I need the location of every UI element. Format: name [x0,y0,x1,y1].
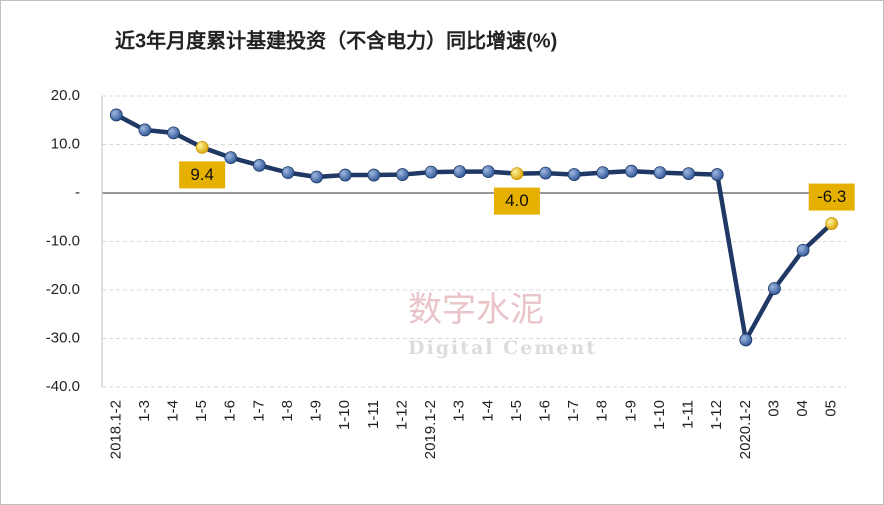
marker [252,158,266,172]
y-tick-label: -20.0 [46,281,80,298]
marker [768,282,781,295]
x-tick-label: 1-12 [393,400,410,430]
data-label: 4.0 [505,191,529,210]
marker [510,167,524,181]
label-box [179,161,226,189]
x-tick-label: 1-7 [565,400,582,422]
x-tick-label: 1-8 [279,400,296,422]
y-tick-label: 10.0 [51,135,80,152]
marker [453,165,467,179]
marker [109,108,123,122]
y-tick-label: - [75,184,80,201]
x-tick-label: 1-11 [365,400,382,429]
marker [596,166,610,180]
data-label: -6.3 [817,187,846,206]
x-tick-label: 2019.1-2 [422,400,439,459]
marker [424,165,438,179]
marker [825,217,839,230]
x-tick-label: 1-8 [594,400,611,422]
y-tick-label: 20.0 [51,87,80,104]
watermark-subtitle: Digital Cement [408,337,597,359]
x-tick-label: 1-10 [336,400,353,430]
marker [682,167,696,181]
marker [710,168,724,181]
y-tick-label: -40.0 [46,378,80,395]
marker [481,165,495,179]
x-tick-label: 1-5 [508,400,525,422]
x-tick-label: 1-6 [222,400,239,422]
x-tick-label: 05 [823,400,840,417]
y-tick-label: -30.0 [46,329,80,346]
y-tick-label: -10.0 [46,232,80,249]
x-tick-label: 04 [794,400,811,417]
x-tick-label: 1-9 [622,400,639,422]
marker [796,243,810,257]
marker [281,166,295,180]
marker [396,168,409,181]
watermark: 数字水泥 [408,290,544,330]
x-tick-label: 2020.1-2 [737,400,754,459]
marker [624,164,638,178]
x-tick-label: 1-3 [451,400,468,422]
label-box [493,187,540,215]
chart-title: 近3年月度累计基建投资（不含电力）同比增速(%) [115,28,557,52]
marker [539,166,552,180]
label-box [808,183,855,211]
x-tick-label: 1-9 [308,400,325,422]
x-tick-label: 1-12 [708,400,725,430]
marker [367,168,381,182]
x-tick-label: 1-4 [165,400,182,422]
x-tick-label: 1-11 [680,400,697,429]
x-tick-label: 03 [765,400,782,417]
x-tick-label: 1-6 [537,400,554,422]
data-label: 9.4 [190,165,214,184]
x-tick-label: 2018.1-2 [107,400,124,459]
marker [567,168,581,181]
x-tick-label: 1-4 [479,400,496,422]
marker [739,333,753,347]
marker [138,123,152,137]
marker [310,170,324,184]
x-tick-label: 1-3 [136,400,153,422]
x-tick-label: 1-7 [250,400,267,422]
marker [167,126,180,140]
marker [195,141,209,154]
marker [224,151,238,164]
x-tick-label: 1-5 [193,400,210,422]
x-tick-label: 1-10 [651,400,668,430]
marker [653,166,667,180]
marker [338,168,352,182]
